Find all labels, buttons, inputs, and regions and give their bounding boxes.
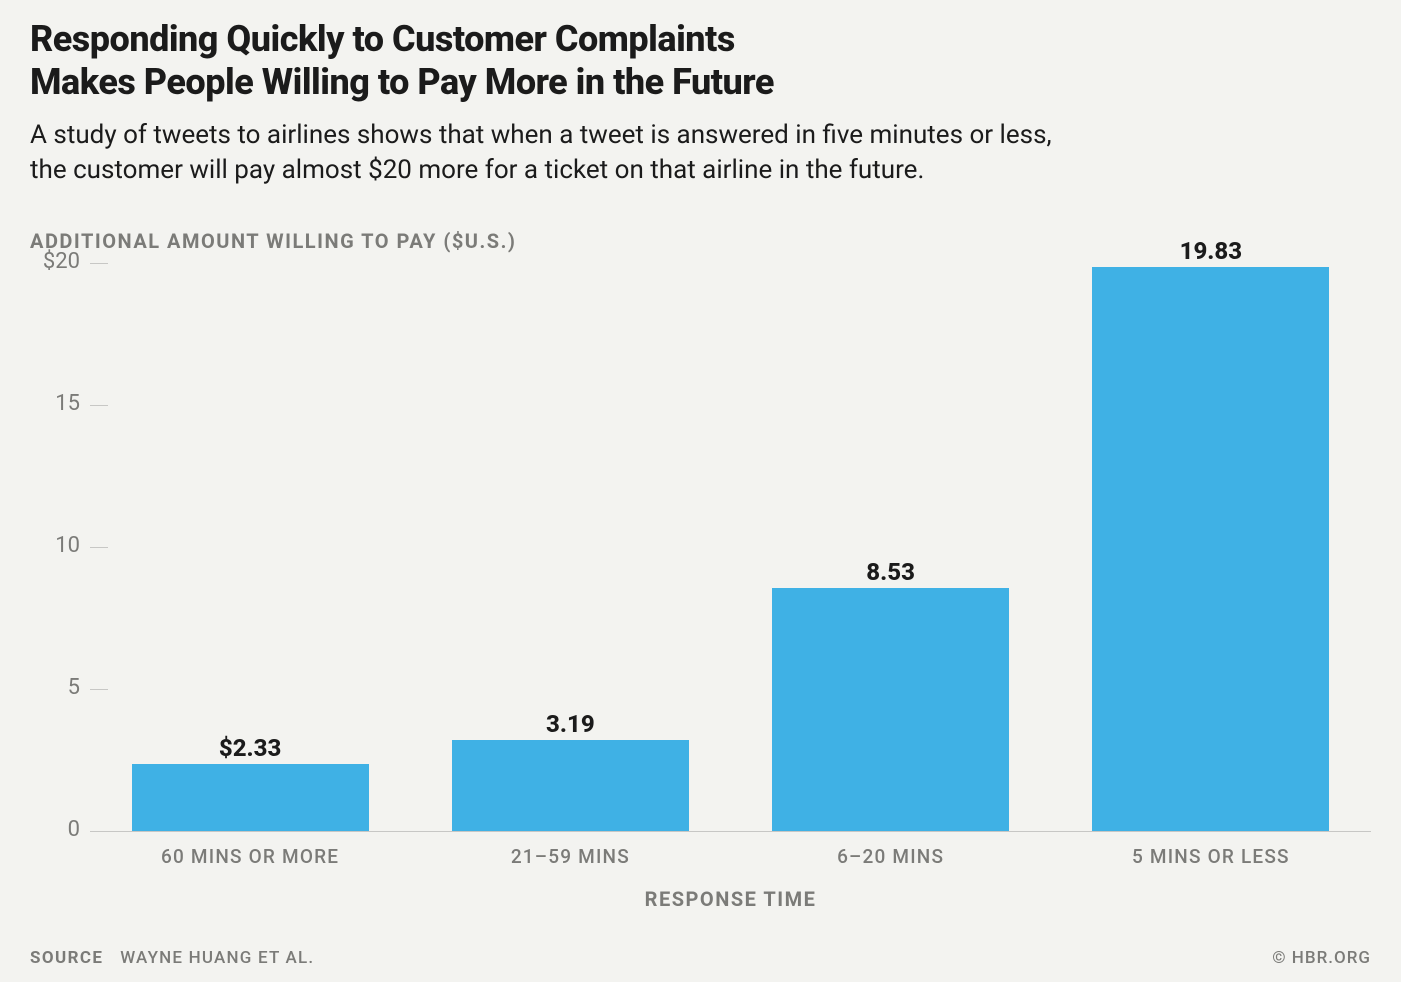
source-label: SOURCE bbox=[30, 948, 103, 968]
y-tick-mark bbox=[90, 689, 108, 690]
bar-value-label: $2.33 bbox=[132, 734, 369, 762]
y-tick-label: 15 bbox=[30, 391, 80, 416]
x-tick-label: 5 MINS OR LESS bbox=[1051, 845, 1371, 868]
copyright: © HBR.ORG bbox=[1272, 948, 1371, 968]
x-tick-label: 21–59 MINS bbox=[410, 845, 730, 868]
y-tick-label: 0 bbox=[30, 817, 80, 842]
source: SOURCE WAYNE HUANG ET AL. bbox=[30, 948, 314, 968]
chart-footer: SOURCE WAYNE HUANG ET AL. © HBR.ORG bbox=[30, 948, 1371, 968]
bar-value-label: 8.53 bbox=[772, 558, 1009, 586]
bar-value-label: 3.19 bbox=[452, 710, 689, 738]
chart-title: Responding Quickly to Customer Complaint… bbox=[30, 18, 1371, 104]
source-value: WAYNE HUANG ET AL. bbox=[120, 948, 314, 968]
x-axis-line bbox=[90, 831, 1371, 832]
y-tick-label: 5 bbox=[30, 675, 80, 700]
y-tick-mark bbox=[90, 405, 108, 406]
bar bbox=[1092, 267, 1329, 830]
x-tick-label: 6–20 MINS bbox=[731, 845, 1051, 868]
y-tick-label: 10 bbox=[30, 533, 80, 558]
chart-container: Responding Quickly to Customer Complaint… bbox=[0, 0, 1401, 982]
bar bbox=[772, 588, 1009, 830]
plot-area: 051015$20$2.333.198.5319.8360 MINS OR MO… bbox=[30, 263, 1371, 831]
x-tick-label: 60 MINS OR MORE bbox=[90, 845, 410, 868]
bar bbox=[132, 764, 369, 830]
y-tick-mark bbox=[90, 547, 108, 548]
y-tick-label: $20 bbox=[30, 249, 80, 274]
y-tick-mark bbox=[90, 263, 108, 264]
bar bbox=[452, 740, 689, 831]
chart-subtitle: A study of tweets to airlines shows that… bbox=[30, 118, 1371, 188]
x-axis-label: RESPONSE TIME bbox=[90, 887, 1371, 911]
bar-value-label: 19.83 bbox=[1092, 237, 1329, 265]
